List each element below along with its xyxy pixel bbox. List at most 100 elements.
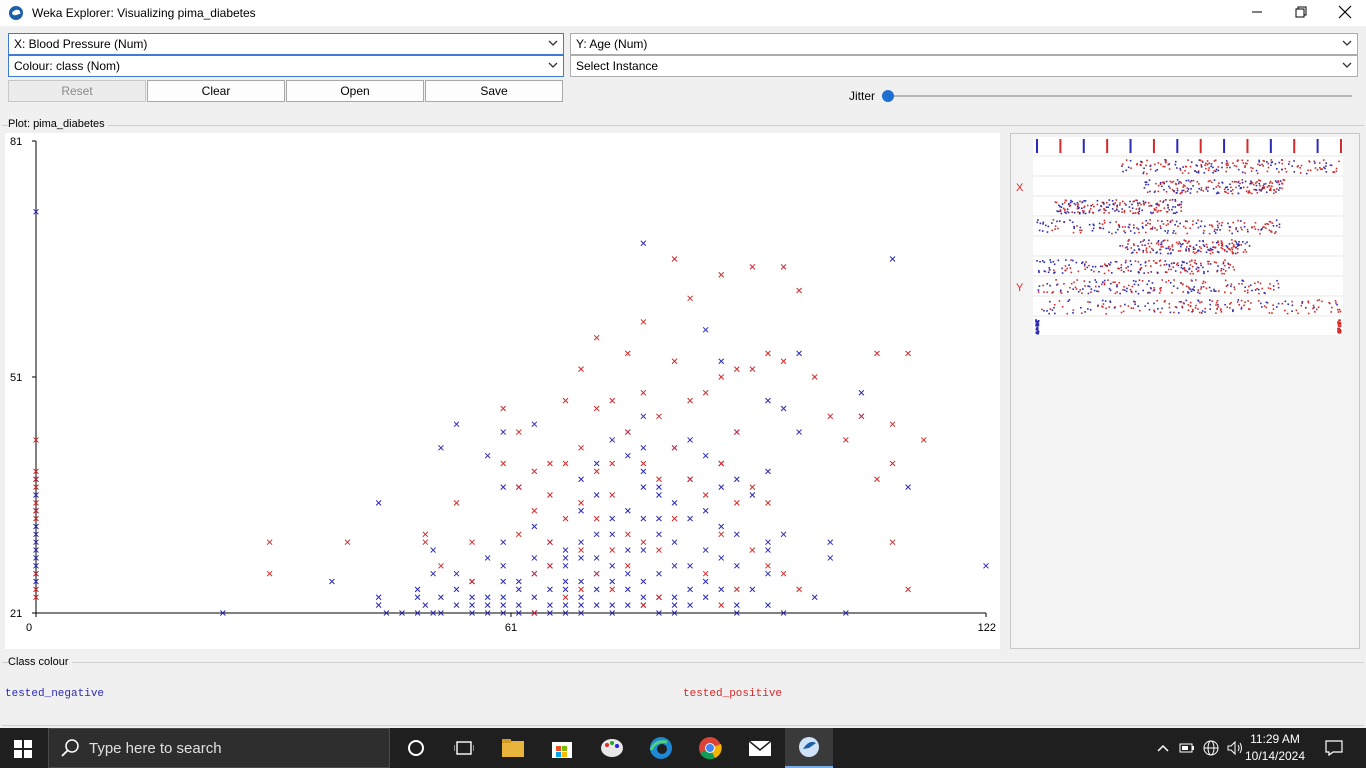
scatter-point-tested-positive[interactable]: [718, 531, 725, 538]
scatter-point-tested-negative[interactable]: [414, 610, 421, 616]
scatter-point-tested-positive[interactable]: [718, 271, 725, 278]
scatter-point-tested-negative[interactable]: [640, 444, 647, 451]
matrix-cell[interactable]: [1033, 297, 1343, 315]
scatter-point-tested-positive[interactable]: [640, 602, 647, 608]
weka-taskbar-button[interactable]: [785, 728, 833, 768]
scatter-point-tested-positive[interactable]: [593, 570, 600, 577]
scatter-point-tested-negative[interactable]: [827, 555, 834, 561]
colour-select[interactable]: Colour: class (Nom): [8, 55, 564, 77]
scatter-point-tested-negative[interactable]: [624, 507, 631, 514]
restore-button[interactable]: [1278, 0, 1324, 24]
scatter-point-tested-positive[interactable]: [656, 594, 662, 601]
scatter-point-tested-negative[interactable]: [515, 610, 522, 616]
scatter-point-tested-negative[interactable]: [33, 562, 39, 569]
scatter-point-tested-negative[interactable]: [375, 602, 382, 608]
scatter-point-tested-negative[interactable]: [547, 586, 553, 593]
scatter-point-tested-negative[interactable]: [702, 507, 709, 514]
matrix-cell[interactable]: [1033, 137, 1343, 155]
scatter-point-tested-negative[interactable]: [375, 500, 382, 506]
scatter-point-tested-positive[interactable]: [578, 444, 584, 451]
scatter-point-tested-negative[interactable]: [562, 610, 569, 616]
matrix-cell[interactable]: [1033, 197, 1343, 215]
scatter-point-tested-negative[interactable]: [656, 492, 662, 498]
scatter-point-tested-negative[interactable]: [593, 602, 600, 608]
scatter-point-tested-positive[interactable]: [562, 515, 569, 522]
scatter-point-tested-negative[interactable]: [453, 586, 460, 593]
matrix-cell[interactable]: [1033, 157, 1343, 175]
scatter-point-tested-negative[interactable]: [656, 515, 662, 522]
scatter-point-tested-positive[interactable]: [515, 484, 522, 490]
scatter-point-tested-positive[interactable]: [422, 531, 429, 538]
scatter-point-tested-negative[interactable]: [765, 539, 771, 546]
scatter-point-tested-positive[interactable]: [531, 507, 538, 514]
scatter-point-tested-negative[interactable]: [609, 562, 616, 569]
scatter-point-tested-positive[interactable]: [547, 539, 553, 546]
scatter-point-tested-negative[interactable]: [640, 547, 647, 553]
scatter-point-tested-negative[interactable]: [593, 555, 600, 561]
scatter-point-tested-negative[interactable]: [624, 602, 631, 608]
scatter-point-tested-negative[interactable]: [733, 476, 740, 483]
clear-button[interactable]: Clear: [147, 80, 285, 102]
scatter-point-tested-positive[interactable]: [687, 476, 693, 483]
scatter-point-tested-positive[interactable]: [266, 539, 273, 546]
scatter-point-tested-negative[interactable]: [733, 531, 740, 538]
scatter-point-tested-positive[interactable]: [547, 562, 553, 569]
scatter-point-tested-positive[interactable]: [609, 586, 616, 593]
scatter-point-tested-positive[interactable]: [905, 350, 911, 357]
scatter-point-tested-positive[interactable]: [671, 515, 678, 522]
scatter-point-tested-negative[interactable]: [671, 610, 678, 616]
battery-icon[interactable]: [1179, 742, 1195, 754]
scatter-point-tested-negative[interactable]: [531, 523, 538, 530]
scatter-point-tested-positive[interactable]: [547, 492, 553, 498]
scatter-point-tested-positive[interactable]: [33, 468, 39, 475]
scatter-point-tested-positive[interactable]: [702, 389, 709, 396]
scatter-point-tested-negative[interactable]: [765, 468, 771, 475]
scatter-point-tested-positive[interactable]: [780, 264, 787, 270]
scatter-point-tested-negative[interactable]: [515, 602, 522, 608]
chrome-button[interactable]: [686, 728, 734, 768]
scatter-point-tested-negative[interactable]: [500, 610, 507, 616]
scatter-point-tested-negative[interactable]: [500, 578, 507, 585]
scatter-point-tested-negative[interactable]: [33, 208, 39, 215]
scatter-point-tested-negative[interactable]: [500, 539, 507, 546]
scatter-point-tested-positive[interactable]: [33, 437, 39, 443]
scatter-point-tested-negative[interactable]: [718, 555, 725, 561]
scatter-point-tested-negative[interactable]: [33, 531, 39, 538]
scatter-point-tested-negative[interactable]: [640, 578, 647, 585]
scatter-point-tested-negative[interactable]: [562, 602, 569, 608]
scatter-point-tested-positive[interactable]: [547, 460, 553, 467]
scatter-point-tested-negative[interactable]: [515, 586, 522, 593]
scatter-point-tested-positive[interactable]: [905, 586, 911, 593]
scatter-point-tested-positive[interactable]: [640, 319, 647, 325]
scatter-point-tested-positive[interactable]: [578, 547, 584, 553]
scatter-point-tested-negative[interactable]: [484, 610, 491, 616]
scatter-point-tested-negative[interactable]: [414, 586, 421, 593]
scatter-point-tested-negative[interactable]: [383, 610, 390, 616]
scatter-point-tested-positive[interactable]: [500, 460, 507, 467]
store-button[interactable]: [538, 728, 586, 768]
scatter-point-tested-negative[interactable]: [765, 570, 771, 577]
jitter-slider-track[interactable]: [886, 95, 1352, 97]
scatter-point-tested-negative[interactable]: [562, 578, 569, 585]
scatter-point-tested-negative[interactable]: [687, 562, 693, 569]
taskbar-search-box[interactable]: Type here to search: [48, 728, 390, 768]
scatter-point-tested-positive[interactable]: [593, 468, 600, 475]
close-button[interactable]: [1322, 0, 1366, 24]
scatter-point-tested-negative[interactable]: [640, 515, 647, 522]
scatter-point-tested-negative[interactable]: [640, 484, 647, 490]
scatter-point-tested-positive[interactable]: [562, 397, 569, 404]
scatter-point-tested-positive[interactable]: [889, 539, 896, 546]
scatter-point-tested-negative[interactable]: [469, 610, 475, 616]
scatter-point-tested-positive[interactable]: [889, 460, 896, 467]
scatter-point-tested-positive[interactable]: [733, 500, 740, 506]
scatter-point-tested-negative[interactable]: [430, 570, 436, 577]
scatter-point-tested-negative[interactable]: [656, 610, 662, 616]
scatter-point-tested-negative[interactable]: [531, 594, 538, 601]
scatter-point-tested-negative[interactable]: [687, 602, 693, 608]
scatter-point-tested-negative[interactable]: [578, 578, 584, 585]
scatter-point-tested-negative[interactable]: [33, 492, 39, 498]
network-globe-icon[interactable]: [1203, 740, 1219, 756]
scatter-point-tested-positive[interactable]: [344, 539, 351, 546]
scatter-point-tested-positive[interactable]: [33, 594, 39, 601]
scatter-point-tested-positive[interactable]: [749, 264, 756, 270]
